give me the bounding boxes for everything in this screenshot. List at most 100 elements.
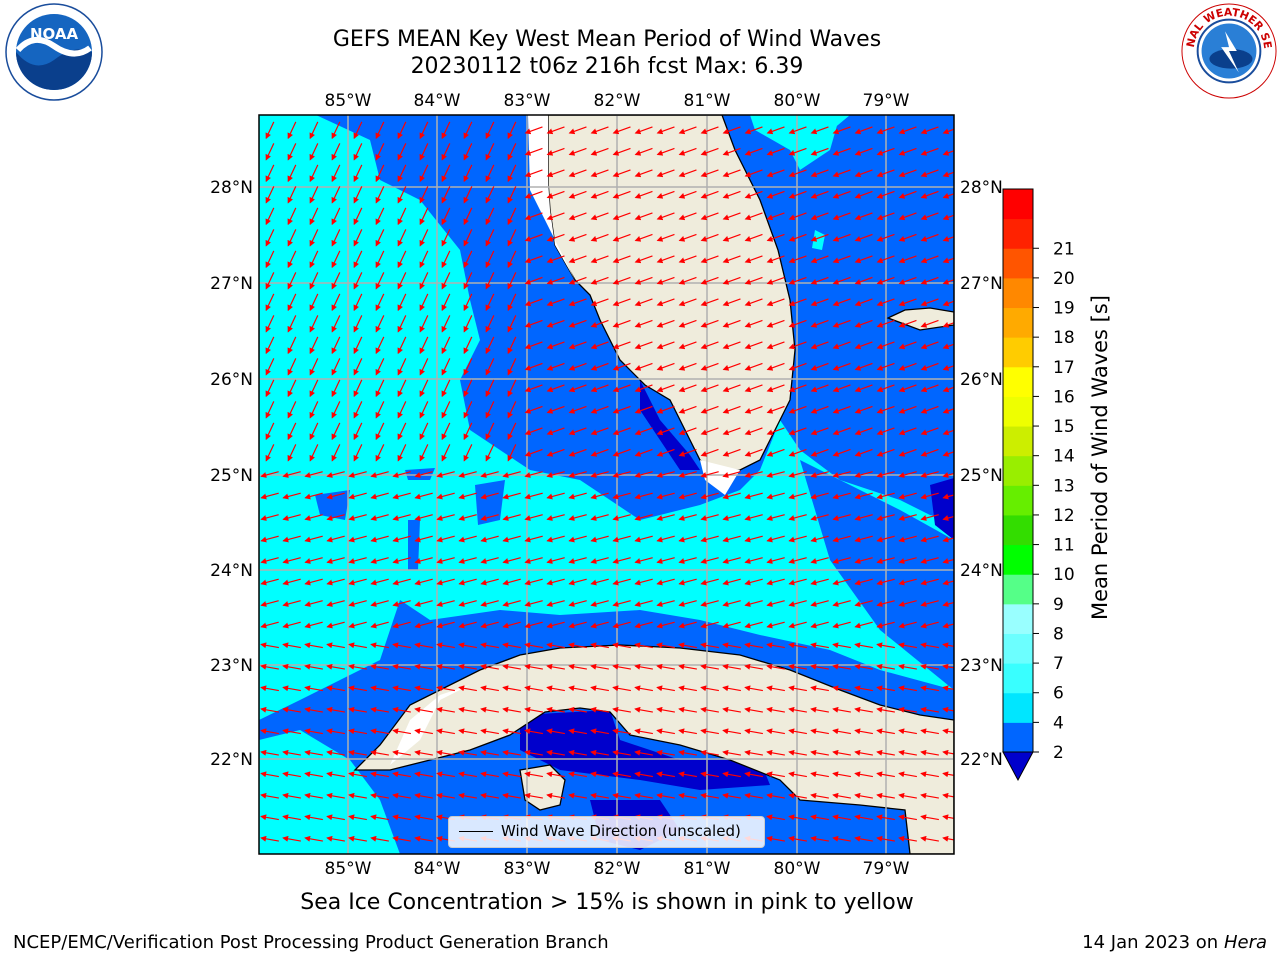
wave-arrow (854, 706, 873, 713)
wave-arrow (700, 448, 719, 457)
colorbar-label: Mean Period of Wind Waves [s] (1088, 295, 1112, 620)
wave-arrow (810, 557, 829, 564)
wave-arrow (634, 642, 653, 649)
wave-arrow (397, 401, 407, 419)
wave-arrow (744, 706, 763, 713)
wave-arrow (876, 169, 895, 178)
wave-arrow (590, 126, 609, 135)
title-line-1: GEFS MEAN Key West Mean Period of Wind W… (332, 27, 882, 52)
colorbar-segment (1003, 574, 1033, 605)
colorbar-segment (1003, 307, 1033, 338)
wave-arrow (441, 143, 451, 161)
wave-arrow (876, 492, 895, 500)
wave-arrow (397, 336, 407, 355)
wave-arrow (546, 578, 565, 586)
wave-arrow (265, 186, 275, 204)
colorbar-tick-label: 8 (1053, 624, 1064, 644)
wave-arrow (568, 384, 587, 393)
colorbar-segment (1003, 337, 1033, 368)
wave-arrow (920, 362, 939, 371)
wave-arrow (788, 471, 807, 478)
wave-arrow (876, 642, 895, 649)
wave-arrow (326, 557, 345, 564)
wave-arrow (348, 557, 367, 564)
wave-arrow (287, 315, 297, 333)
wave-arrow (612, 233, 631, 242)
wave-arrow (590, 233, 609, 242)
wave-arrow (788, 492, 807, 500)
wave-arrow (375, 358, 385, 376)
wave-arrow (287, 401, 297, 419)
wave-arrow (568, 212, 587, 221)
wave-arrow (260, 471, 279, 478)
wave-arrow (722, 255, 741, 264)
wave-arrow (348, 535, 367, 543)
wave-arrow (392, 471, 411, 478)
wave-arrow (678, 535, 697, 543)
wave-arrow (463, 186, 473, 204)
wave-arrow (524, 384, 543, 393)
wave-arrow (524, 642, 543, 649)
wave-arrow (436, 642, 455, 649)
wave-arrow (485, 250, 495, 269)
wave-arrow (832, 685, 851, 692)
wave-arrow (920, 169, 939, 178)
wave-arrow (546, 514, 565, 521)
wave-arrow (722, 341, 741, 350)
wave-arrow (265, 379, 275, 398)
wave-arrow (678, 319, 697, 328)
wave-arrow (309, 207, 319, 226)
wave-arrow (700, 190, 719, 199)
wave-arrow (326, 621, 345, 629)
wave-arrow (260, 642, 279, 649)
wave-arrow (397, 379, 407, 398)
wave-arrow (832, 147, 851, 156)
wave-arrow (348, 814, 367, 821)
wave-arrow (612, 621, 631, 629)
lat-label-left: 25°N (210, 466, 253, 486)
wave-arrow (898, 319, 917, 328)
wave-arrow (810, 255, 829, 264)
wave-arrow (370, 728, 389, 735)
wave-arrow (854, 578, 873, 586)
wave-arrow (414, 600, 433, 607)
wave-arrow (898, 298, 917, 307)
wave-arrow (507, 229, 517, 247)
wave-arrow (463, 229, 473, 247)
wave-arrow (304, 535, 323, 543)
wave-arrow (370, 642, 389, 649)
wave-arrow (810, 427, 829, 436)
wave-arrow (392, 835, 411, 842)
wave-arrow (832, 427, 851, 436)
wave-arrow (722, 728, 741, 735)
wave-arrow (568, 341, 587, 350)
wave-arrow (876, 600, 895, 607)
wave-arrow (370, 600, 389, 607)
wave-arrow (419, 379, 429, 398)
wave-arrow (788, 706, 807, 713)
wave-arrow (766, 448, 785, 457)
wave-arrow (656, 427, 675, 436)
land-cuba-halo (390, 685, 470, 765)
wave-arrow (419, 422, 429, 441)
wave-arrow (876, 319, 895, 328)
wave-arrow (700, 642, 719, 649)
lon-label-bottom: 79°W (863, 859, 910, 879)
wave-arrow (348, 471, 367, 478)
wave-arrow (507, 143, 517, 161)
wave-arrow (788, 642, 807, 649)
wave-arrow (568, 362, 587, 371)
wave-arrow (463, 207, 473, 226)
colorbar-tick-label: 11 (1053, 536, 1075, 556)
colorbar-tick-label: 4 (1053, 713, 1064, 733)
wave-arrow (656, 535, 675, 543)
wave-arrow (590, 255, 609, 264)
wave-arrow (309, 315, 319, 333)
wave-arrow (485, 186, 495, 204)
wave-arrow (590, 792, 609, 799)
wave-arrow (309, 164, 319, 183)
lon-label-bottom: 82°W (594, 859, 641, 879)
wave-arrow (656, 600, 675, 607)
wave-arrow (634, 405, 653, 414)
map-field (259, 115, 954, 854)
